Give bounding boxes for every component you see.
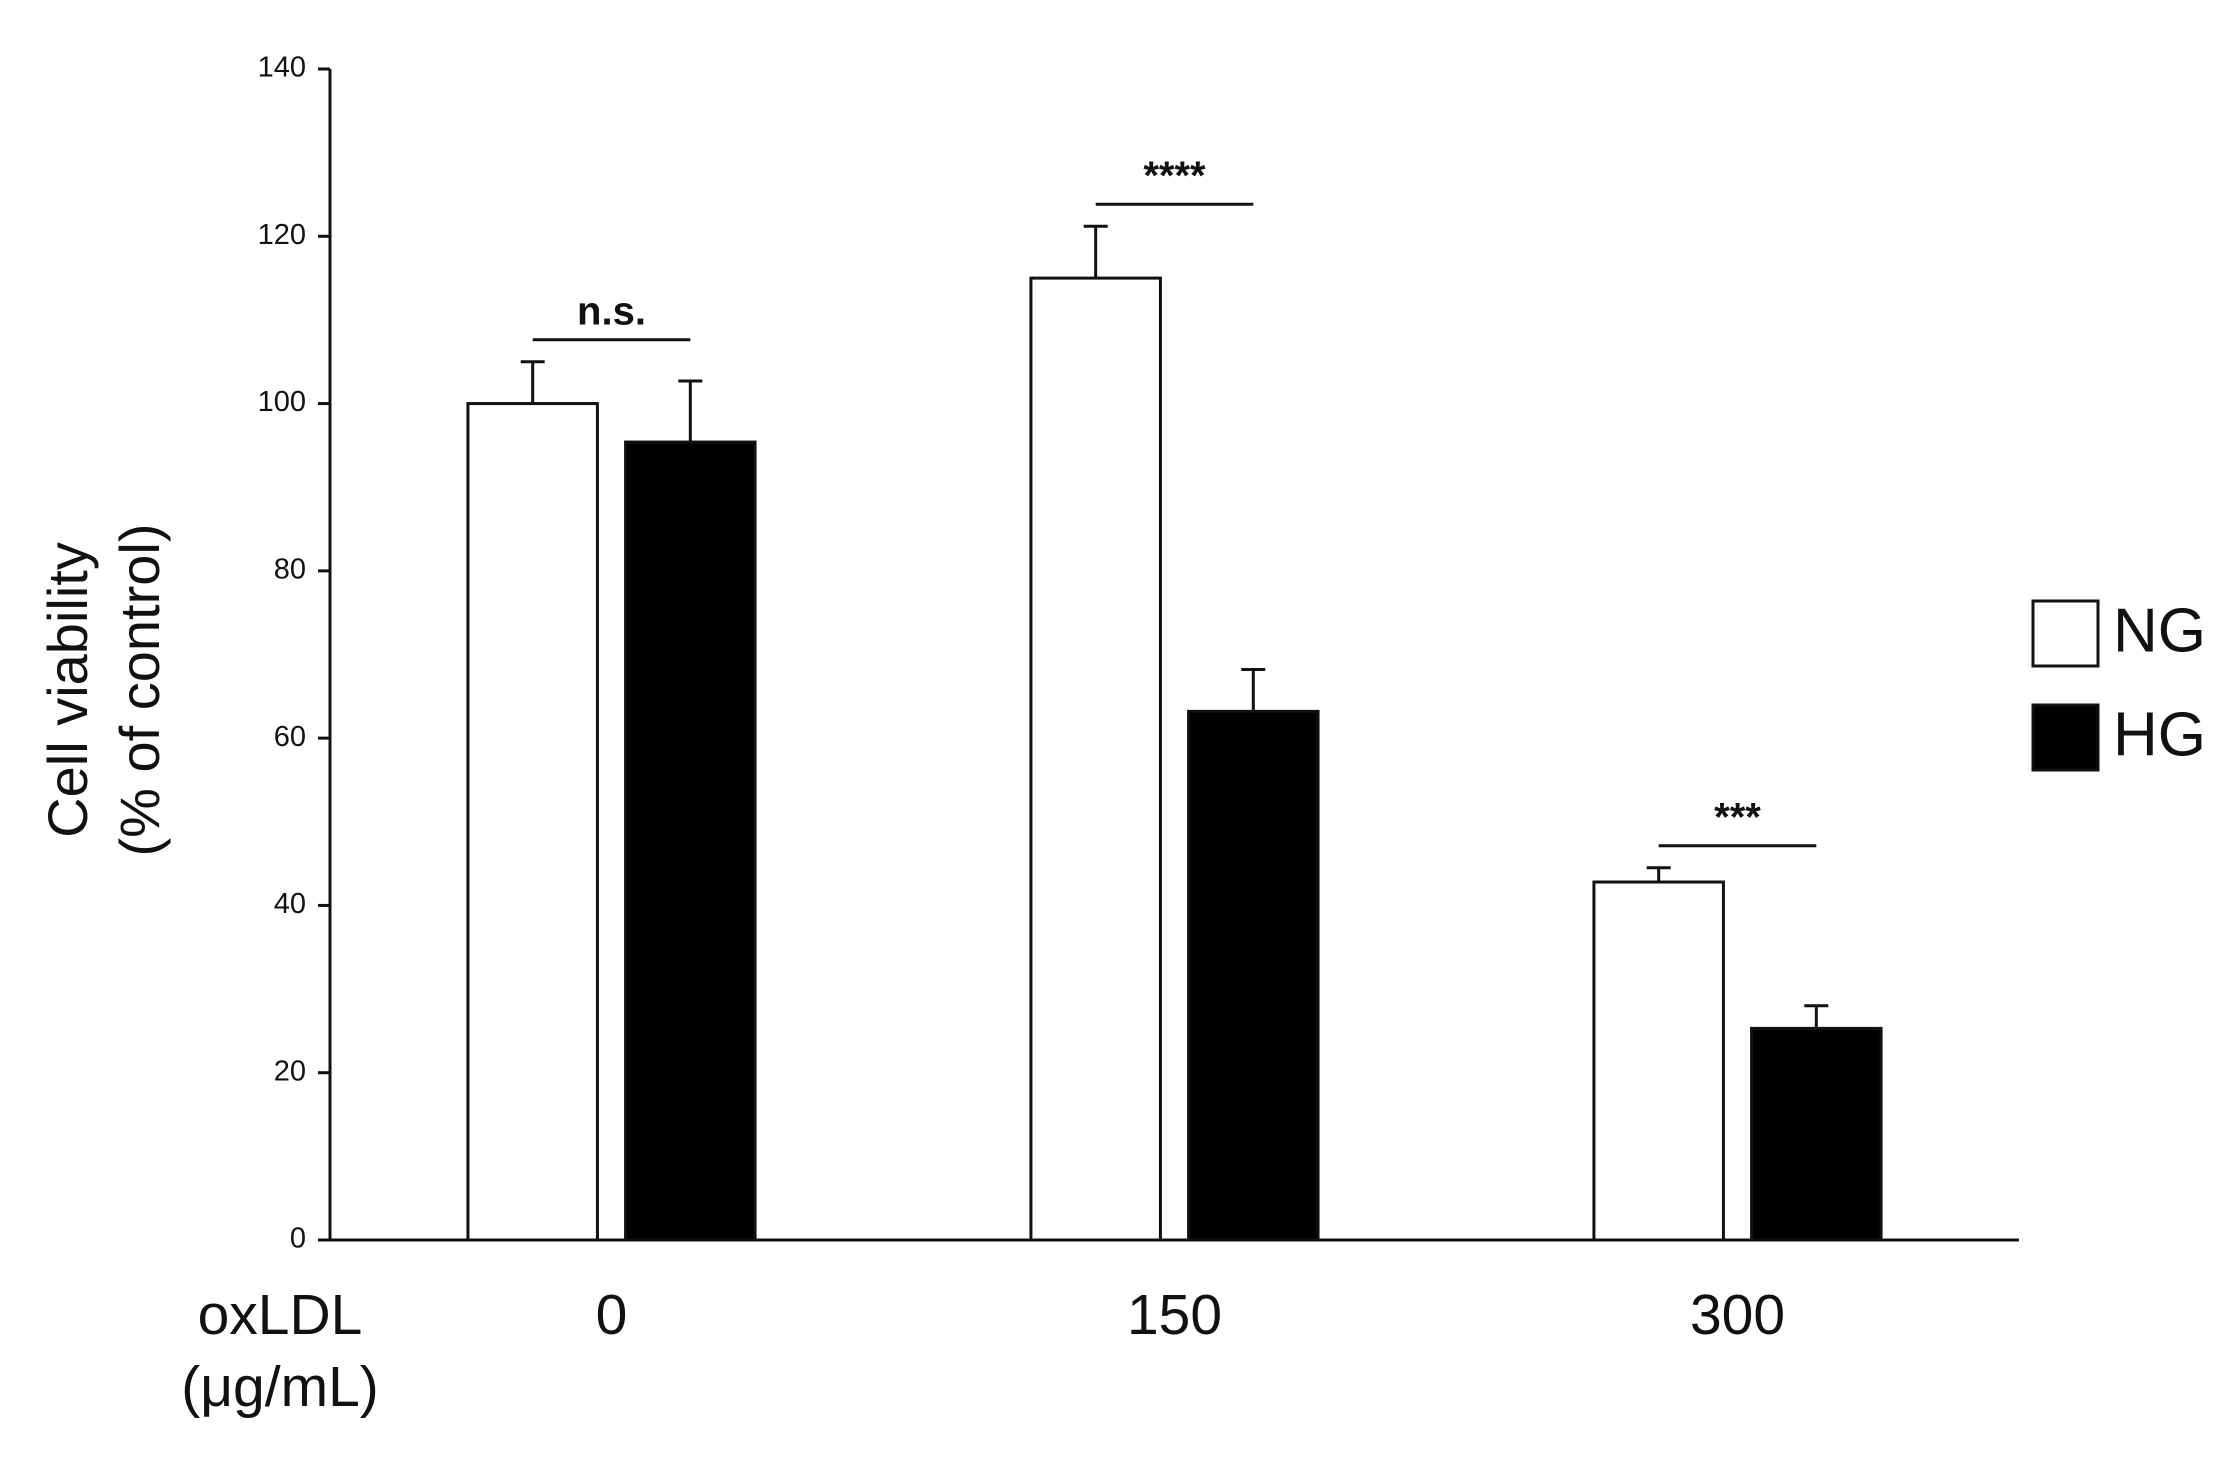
x-tick-label: 0: [596, 1283, 628, 1347]
legend-swatch: [2031, 703, 2100, 772]
bar: [466, 402, 599, 1242]
y-tick-label: 100: [258, 386, 306, 418]
bar: [1750, 1026, 1883, 1242]
y-tick-label: 120: [258, 219, 306, 251]
legend-label: HG: [2113, 700, 2206, 769]
y-tick-label: 40: [274, 888, 306, 920]
legend-swatch: [2031, 599, 2100, 668]
bar: [624, 440, 757, 1242]
significance-label: ****: [1143, 154, 1206, 198]
y-axis-label-line: (% of control): [108, 524, 171, 857]
y-tick-label: 60: [274, 721, 306, 753]
y-tick-label: 80: [274, 554, 306, 586]
legend-label: NG: [2113, 596, 2206, 665]
bar: [1187, 709, 1320, 1242]
y-axis-label-line: Cell viability: [36, 542, 99, 838]
significance-label: n.s.: [577, 289, 646, 333]
bar: [1592, 880, 1725, 1242]
x-tick-label: 150: [1127, 1283, 1222, 1347]
bar: [1029, 276, 1162, 1242]
y-tick-label: 0: [290, 1223, 306, 1255]
x-axis-label: oxLDL: [198, 1283, 363, 1347]
x-tick-label: 300: [1690, 1283, 1785, 1347]
y-tick-label: 20: [274, 1055, 306, 1087]
significance-label: ***: [1714, 795, 1761, 839]
y-tick-label: 140: [258, 52, 306, 84]
x-axis-label: (μg/mL): [181, 1355, 379, 1419]
y-axis-label: Cell viability (% of control): [36, 524, 171, 857]
